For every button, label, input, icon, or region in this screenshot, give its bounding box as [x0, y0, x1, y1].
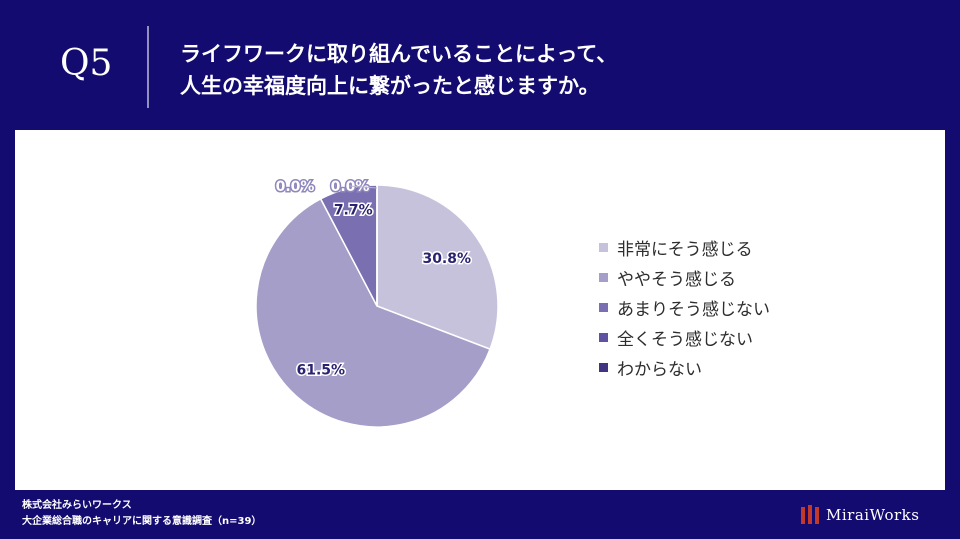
legend-label: ややそう感じる — [617, 269, 736, 290]
brand-name: MiraiWorks — [826, 506, 920, 524]
header-divider — [147, 26, 149, 108]
footer-source: 株式会社みらいワークス 大企業総合職のキャリアに関する意識調査（n=39） — [22, 498, 261, 530]
legend-swatch — [599, 332, 608, 342]
legend-swatch — [599, 272, 608, 282]
data-label-3: 7.7% — [334, 203, 373, 219]
pie-slice-2 — [255, 197, 492, 428]
brand-mark-icon — [801, 505, 819, 524]
legend-label: 全くそう感じない — [617, 329, 753, 350]
legend-item-5: わからない — [599, 352, 770, 382]
legend-label: わからない — [617, 359, 702, 380]
chart-legend: 非常にそう感じる ややそう感じるあまりそう感じない 全くそう感じない わからない — [599, 232, 770, 382]
footer-survey: 大企業総合職のキャリアに関する意識調査（n=39） — [22, 516, 262, 527]
data-label-4: 0.0% — [276, 179, 315, 195]
legend-label: 非常にそう感じる — [617, 239, 753, 260]
legend-swatch — [599, 362, 608, 372]
legend-item-1: 非常にそう感じる — [599, 232, 770, 262]
question-line-1: ライフワークに取り組んでいることによって、 — [180, 42, 618, 66]
legend-item-3: あまりそう感じない — [599, 292, 770, 322]
chart-panel: 30.8% 61.5% 7.7% 0.0% 0.0% 非常にそう感じる ややそう感じるあま… — [15, 130, 945, 490]
question-number: Q5 — [60, 43, 113, 84]
legend-swatch — [599, 242, 608, 252]
question-text: ライフワークに取り組んでいることによって、 人生の幸福度向上に繋がったと感じます… — [180, 38, 800, 102]
footer-company: 株式会社みらいワークス — [22, 500, 132, 511]
zero-label-leader — [348, 185, 378, 189]
data-label-1: 30.8% — [422, 251, 471, 267]
data-label-2: 61.5% — [296, 362, 345, 378]
header: Q5 ライフワークに取り組んでいることによって、 人生の幸福度向上に繋がったと感… — [0, 0, 960, 130]
question-line-2: 人生の幸福度向上に繋がったと感じますか。 — [180, 74, 600, 98]
pie-slice-1 — [376, 184, 499, 351]
legend-swatch — [599, 302, 608, 312]
pie-chart: 30.8% 61.5% 7.7% 0.0% 0.0% — [255, 178, 499, 428]
legend-item-2: ややそう感じる — [599, 262, 770, 292]
data-label-5: 0.0% — [331, 179, 370, 195]
legend-label: あまりそう感じない — [617, 299, 770, 320]
brand-logo: MiraiWorks — [800, 503, 919, 527]
legend-item-4: 全くそう感じない — [599, 322, 770, 352]
